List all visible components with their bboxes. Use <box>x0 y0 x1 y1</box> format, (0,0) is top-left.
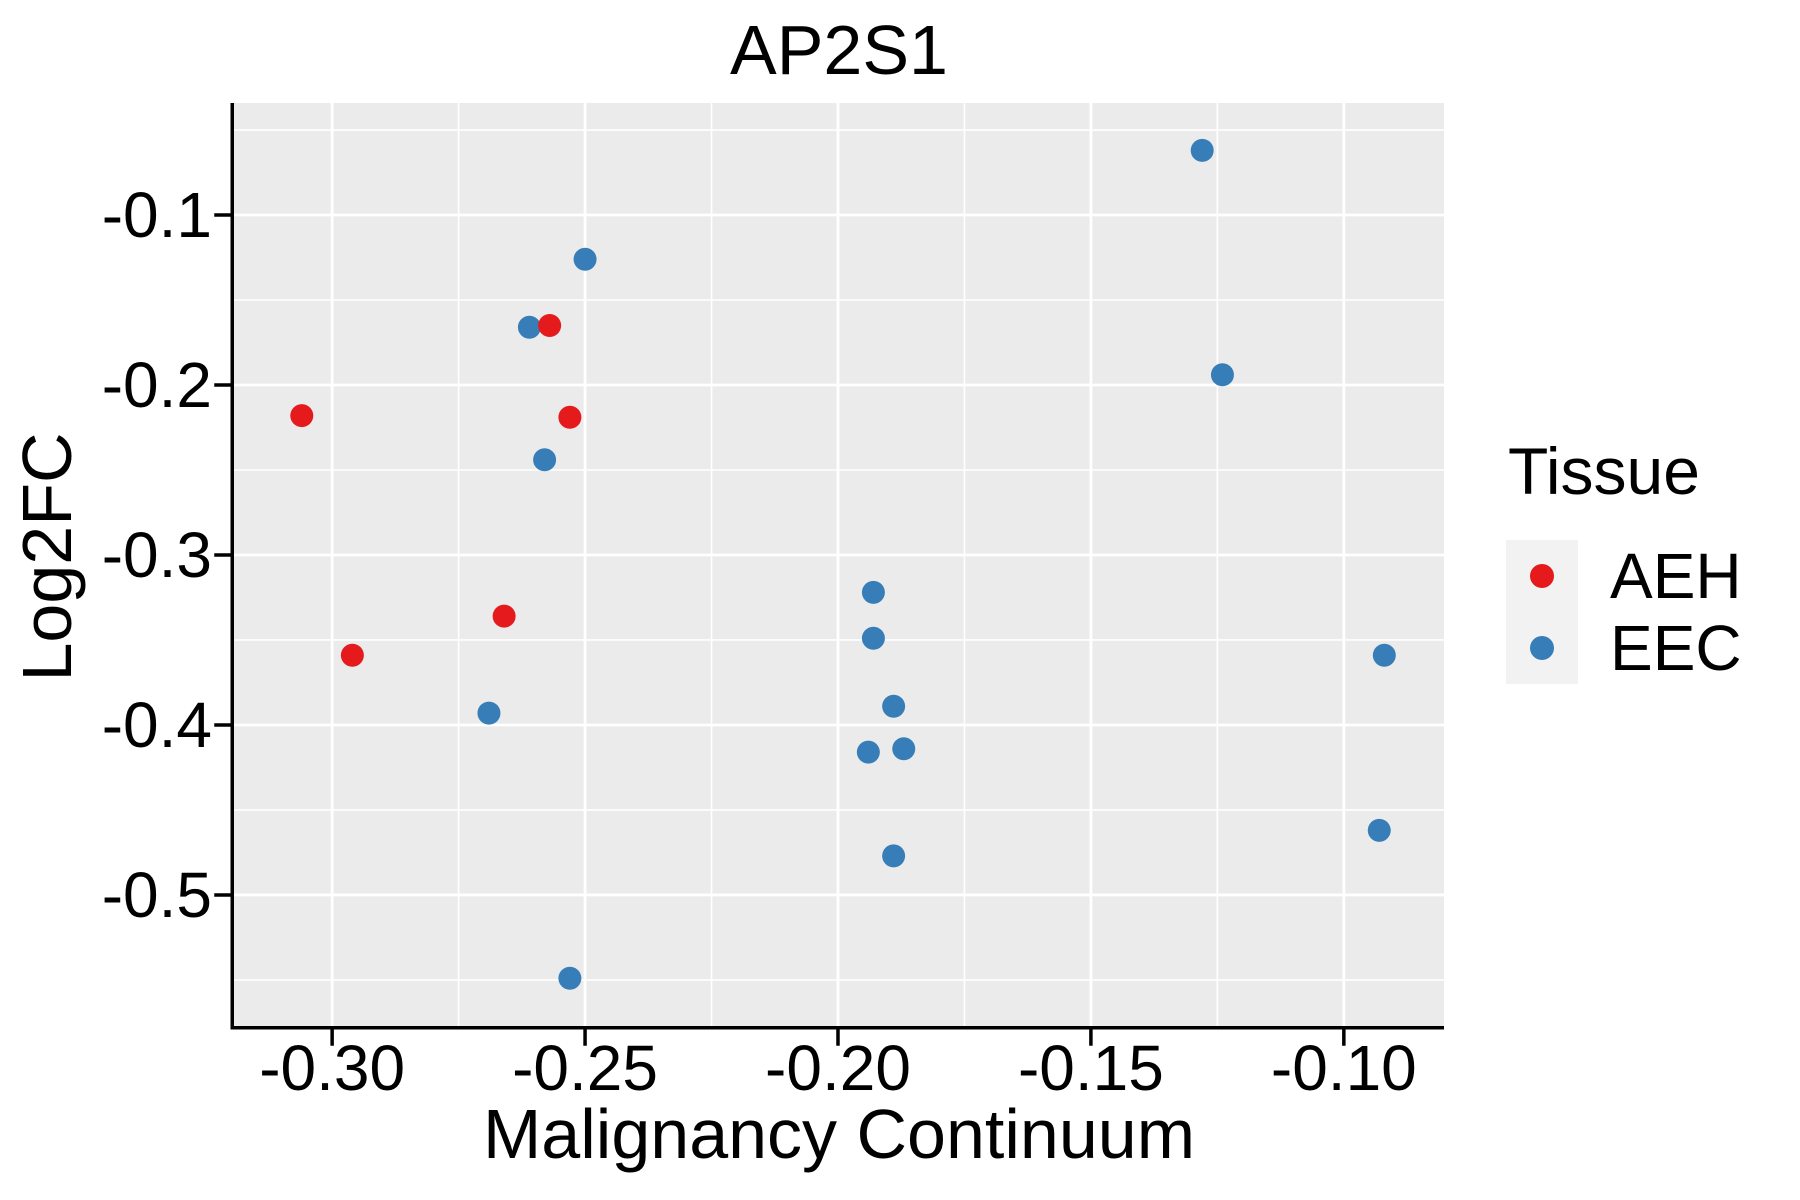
data-point-EEC <box>1372 643 1396 667</box>
y-tick-label: -0.4 <box>101 688 212 761</box>
data-point-EEC <box>1190 138 1214 162</box>
x-tick-label: -0.15 <box>1017 1032 1164 1104</box>
y-tick-label: -0.5 <box>101 858 212 931</box>
data-point-EEC <box>517 315 541 339</box>
y-tick-label: -0.3 <box>101 518 212 591</box>
legend-dot-icon <box>1530 564 1554 588</box>
legend-item-EEC: EEC <box>1506 612 1742 684</box>
legend-dot-icon <box>1530 636 1554 660</box>
legend-items: AEH EEC <box>1506 540 1742 684</box>
data-point-EEC <box>861 626 885 650</box>
data-point-AEH <box>340 643 364 667</box>
data-point-EEC <box>558 966 582 990</box>
chart-title: AP2S1 <box>730 11 948 89</box>
legend-item-AEH: AEH <box>1506 540 1742 612</box>
x-tick-label: -0.25 <box>512 1032 658 1104</box>
data-point-EEC <box>573 247 597 271</box>
data-point-AEH <box>538 314 562 338</box>
legend-title: Tissue <box>1508 434 1700 508</box>
x-tick-label: -0.20 <box>765 1032 911 1104</box>
data-point-EEC <box>882 844 906 868</box>
data-point-EEC <box>861 580 885 604</box>
legend-item-label: EEC <box>1610 612 1742 684</box>
data-point-AEH <box>290 404 314 428</box>
data-point-EEC <box>533 448 557 472</box>
x-tick-label: -0.30 <box>259 1032 406 1104</box>
legend: Tissue AEH EEC <box>1506 438 1742 684</box>
data-point-EEC <box>882 694 906 718</box>
legend-item-label: AEH <box>1610 540 1742 612</box>
data-point-AEH <box>558 405 582 429</box>
data-point-EEC <box>1210 363 1234 387</box>
data-point-EEC <box>856 740 880 764</box>
data-point-EEC <box>477 701 501 725</box>
legend-key <box>1506 540 1578 612</box>
x-axis-title: Malignancy Continuum <box>482 1095 1196 1173</box>
y-tick-label: -0.1 <box>101 179 212 252</box>
legend-key <box>1506 612 1578 684</box>
data-point-EEC <box>892 737 916 761</box>
y-tick-label: -0.2 <box>101 348 212 421</box>
data-point-AEH <box>492 604 516 628</box>
x-tick-label: -0.10 <box>1270 1032 1417 1104</box>
data-point-EEC <box>1367 818 1391 842</box>
